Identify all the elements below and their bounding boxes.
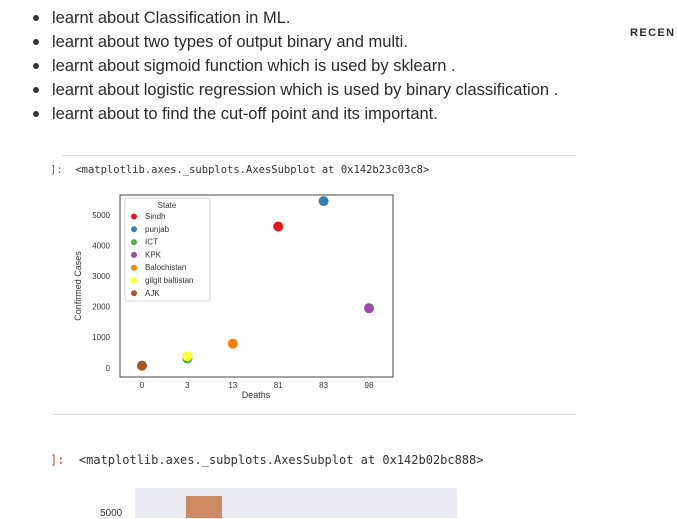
bullet-item-cutoff-point: learnt about to find the cut-off point a… [30, 102, 558, 126]
cell-output-1: ]: <matplotlib.axes._subplots.AxesSubplo… [50, 164, 429, 176]
legend-marker [131, 290, 137, 297]
cell-output-text-1: <matplotlib.axes._subplots.AxesSubplot a… [75, 164, 430, 176]
point-group [137, 196, 374, 371]
legend-marker [131, 264, 137, 271]
recent-posts-heading: RECEN [630, 27, 676, 39]
y-tick-group: 0 1000 2000 3000 4000 5000 [92, 211, 110, 373]
legend-items: Sindh punjab ICT KPK Balochistan gilgit balti… [131, 212, 193, 298]
scatter-point [318, 196, 329, 207]
y-tick-label: 4000 [92, 241, 110, 250]
bullet-item-classification: learnt about Classification in ML. [30, 6, 558, 30]
cell-output-2: ]: <matplotlib.axes._subplots.AxesSubplo… [50, 453, 483, 467]
cell-separator-bottom [52, 414, 576, 415]
scatter-point [182, 351, 193, 362]
cell-prompt-2: ]: [50, 453, 65, 467]
notes-bullet-list: learnt about Classification in ML. learn… [30, 6, 558, 126]
next-chart-bar [186, 496, 222, 518]
y-tick-label: 5000 [92, 211, 110, 220]
legend-entry: Balochistan [145, 263, 186, 272]
legend-entry: Sindh [145, 212, 165, 221]
x-tick-label: 81 [274, 381, 283, 390]
legend-title: State [158, 201, 177, 210]
legend-marker [131, 213, 137, 220]
x-tick-label: 0 [140, 381, 145, 390]
y-tick-label: 1000 [92, 333, 110, 342]
x-tick-label: 13 [228, 381, 237, 390]
legend-marker [131, 277, 137, 284]
legend-marker [131, 226, 137, 233]
x-tick-group: 0 3 13 81 83 98 [140, 381, 374, 390]
bullet-item-sigmoid: learnt about sigmoid function which is u… [30, 54, 558, 78]
legend-marker [131, 239, 137, 246]
y-tick-label: 3000 [92, 272, 110, 281]
cell-separator-top [62, 155, 576, 156]
x-tick-label: 83 [319, 381, 328, 390]
legend-marker [131, 251, 137, 258]
scatter-point [137, 360, 147, 371]
legend-frame [124, 197, 211, 302]
y-tick-label: 2000 [92, 303, 110, 312]
legend-entry: KPK [145, 250, 162, 259]
y-axis-label: Confirmed Cases [73, 251, 83, 321]
cell-prompt-1: ]: [50, 164, 63, 176]
next-chart-plot-area [135, 488, 457, 518]
cell-output-text-2: <matplotlib.axes._subplots.AxesSubplot a… [78, 453, 484, 467]
scatter-point [227, 338, 238, 349]
scatter-chart: 0 1000 2000 3000 4000 5000 0 3 13 81 83 98 Deaths … [60, 190, 420, 415]
bullet-item-logistic-regression: learnt about logistic regression which i… [30, 78, 558, 102]
x-tick-label: 3 [185, 381, 190, 390]
scatter-point [364, 303, 374, 314]
y-tick-label: 0 [106, 364, 111, 373]
bullet-item-output-types: learnt about two types of output binary … [30, 30, 558, 54]
scatter-point [273, 221, 284, 232]
x-axis-label: Deaths [242, 390, 271, 400]
next-chart-y-tick: 5000 [100, 508, 123, 519]
legend: State Sindh punjab ICT KPK Balochistan gilgit… [124, 197, 211, 302]
legend-entry: AJK [145, 289, 160, 298]
legend-entry: gilgit baltistan [145, 276, 193, 285]
legend-entry: punjab [145, 225, 170, 234]
x-tick-label: 98 [365, 381, 374, 390]
legend-entry: ICT [145, 238, 158, 247]
